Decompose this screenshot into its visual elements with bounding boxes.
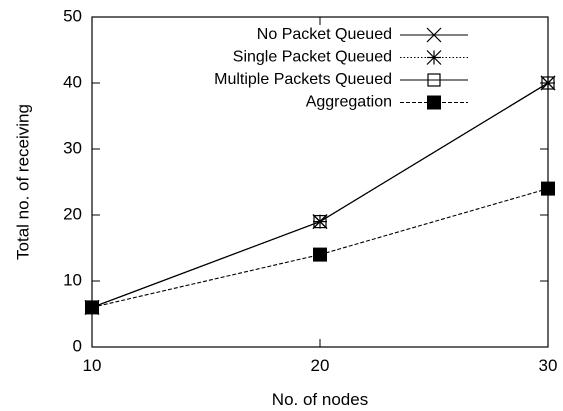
series-2: [84, 75, 556, 315]
legend-marker: [427, 73, 441, 87]
y-tick-label: 50: [63, 6, 82, 25]
data-point: [313, 215, 327, 229]
legend-marker: [426, 50, 442, 65]
legend-label: Aggregation: [306, 94, 392, 111]
x-tick-label: 10: [83, 356, 102, 375]
y-tick-label: 0: [73, 336, 82, 355]
x-tick-label: 30: [539, 356, 558, 375]
legend-marker: [427, 95, 441, 110]
series-1: [84, 75, 556, 315]
y-axis-label: Total no. of receiving: [13, 104, 32, 260]
legend: No Packet Queued Single Packet Queued Mult…: [214, 26, 468, 111]
series-line: [91, 82, 549, 308]
plot-frame: [91, 16, 549, 348]
y-tick-label: 10: [63, 270, 82, 289]
legend-entry: Multiple Packets Queued: [214, 71, 468, 88]
legend-label: No Packet Queued: [257, 26, 392, 43]
data-point: [313, 247, 327, 262]
legend-label: Multiple Packets Queued: [214, 71, 392, 88]
x-axis-label: No. of nodes: [272, 390, 368, 409]
legend-entry: Aggregation: [306, 94, 468, 111]
legend-entry: Single Packet Queued: [233, 49, 468, 66]
series-layer: [84, 75, 556, 315]
legend-marker: [426, 27, 442, 43]
y-tick-label: 20: [63, 204, 82, 223]
legend-entry: No Packet Queued: [257, 26, 468, 43]
series-line: [91, 82, 549, 308]
y-tick-label: 40: [63, 72, 82, 91]
legend-label: Single Packet Queued: [233, 49, 392, 66]
x-tick-label: 20: [311, 356, 330, 375]
y-tick-label: 30: [63, 138, 82, 157]
series-line: [91, 82, 549, 308]
series-4: [85, 181, 555, 315]
series-3: [85, 76, 555, 314]
